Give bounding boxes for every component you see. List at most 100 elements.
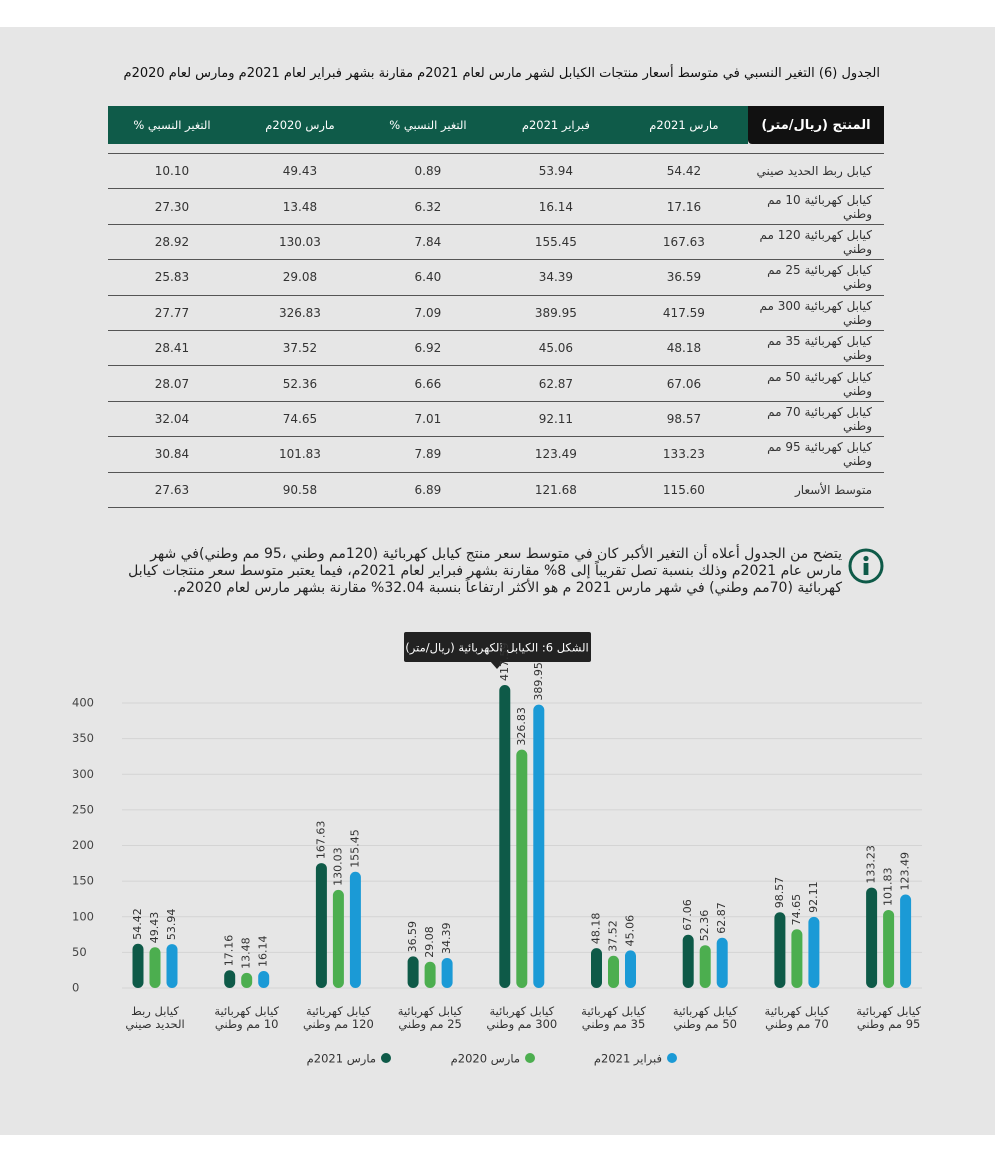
x-tick-label: كيابل كهربائية 35 مم وطني xyxy=(581,1005,646,1031)
y-tick-label: 250 xyxy=(72,802,94,816)
table-cell: 6.92 xyxy=(363,330,492,367)
value-label: 37.52 xyxy=(607,920,620,952)
x-tick-label-box: كيابل ربط الحديد صيني xyxy=(125,1005,184,1031)
table-cell: 115.60 xyxy=(619,472,748,508)
y-tick-label: 100 xyxy=(72,909,94,923)
table-title: الجدول (6) التغير النسبي في متوسط أسعار … xyxy=(123,66,881,81)
value-label: 92.11 xyxy=(807,881,820,913)
bar xyxy=(774,912,786,988)
bar xyxy=(224,970,236,988)
bar xyxy=(516,749,528,988)
bar xyxy=(424,961,436,988)
value-label: 167.63 xyxy=(314,821,327,860)
x-tick-label: كيابل كهربائية 120 مم وطني xyxy=(302,1005,374,1031)
value-label: 13.48 xyxy=(240,937,253,969)
x-tick-label-box: كيابل كهربائية 25 مم وطني xyxy=(397,1005,463,1031)
value-label: 29.08 xyxy=(423,926,436,958)
value-label: 101.83 xyxy=(882,867,895,906)
legend-label: مارس 2021م xyxy=(307,1052,376,1067)
table-row: كيابل ربط الحديد صيني 54.42 53.94 0.89 49.43… xyxy=(108,152,884,190)
table-cell: 92.11 xyxy=(491,401,620,438)
bar xyxy=(716,937,728,988)
bar xyxy=(258,971,270,988)
table-cell: 6.40 xyxy=(363,259,492,296)
table-row: متوسط الأسعار 115.60 121.68 6.89 90.58 27.63 xyxy=(108,472,884,508)
chart-title: الشكل 6: الكيابل الكهربائية (ريال/متر) xyxy=(405,641,588,656)
table-cell: 6.66 xyxy=(363,365,492,402)
header-cell: مارس 2021م xyxy=(619,106,748,144)
table-cell: 90.58 xyxy=(235,472,364,508)
table-cell: 10.10 xyxy=(108,152,236,190)
x-tick-label-box: كيابل كهربائية 10 مم وطني xyxy=(214,1005,279,1031)
bar xyxy=(808,916,820,988)
table-cell: 155.45 xyxy=(491,224,620,261)
legend-marker xyxy=(525,1053,535,1063)
value-label: 74.65 xyxy=(790,894,803,926)
info-icon xyxy=(848,548,884,584)
table-cell: 67.06 xyxy=(619,365,748,402)
legend-marker xyxy=(381,1053,391,1063)
bar xyxy=(407,956,419,988)
x-tick-label-box: كيابل كهربائية 50 مم وطني xyxy=(673,1005,738,1031)
table-cell: 6.32 xyxy=(363,188,492,225)
table-cell: 7.01 xyxy=(363,401,492,438)
table-row: كيابل كهربائية 120 مم وطني 167.63 155.45 7.… xyxy=(108,224,884,261)
y-tick-label: 0 xyxy=(72,981,79,995)
note-text: يتضح من الجدول أعلاه أن التغير الأكبر كا… xyxy=(128,546,842,596)
title-box xyxy=(404,632,591,662)
table-cell: كيابل كهربائية 10 مم وطني xyxy=(747,188,884,225)
table-cell: 6.89 xyxy=(363,472,492,508)
table-row: كيابل كهربائية 95 مم وطني 133.23 123.49 7.8… xyxy=(108,436,884,473)
bar xyxy=(533,704,545,988)
table-cell: كيابل كهربائية 35 مم وطني xyxy=(747,330,884,367)
table-cell: 13.48 xyxy=(235,188,364,225)
bar xyxy=(900,894,912,988)
table-cell: 37.52 xyxy=(235,330,364,367)
table-cell: 389.95 xyxy=(491,295,620,331)
table-row: كيابل كهربائية 300 مم وطني 417.59 389.95 7.… xyxy=(108,295,884,331)
table-cell: متوسط الأسعار xyxy=(747,472,884,508)
chart: الشكل 6: الكيابل الكهربائية (ريال/متر) 0… xyxy=(72,632,922,1067)
table-cell: 49.43 xyxy=(235,152,364,190)
table-cell: 30.84 xyxy=(108,436,236,473)
header-cell: فبراير 2021م xyxy=(491,106,620,144)
table-row: كيابل كهربائية 10 مم وطني 17.16 16.14 6.32 1… xyxy=(108,188,884,225)
value-label: 54.42 xyxy=(131,908,144,940)
y-tick-label: 200 xyxy=(72,838,94,852)
table-cell: 326.83 xyxy=(235,295,364,331)
bar xyxy=(682,934,694,988)
table-cell: كيابل كهربائية 95 مم وطني xyxy=(747,436,884,473)
bar xyxy=(349,871,361,988)
table-header: المنتج (ريال/متر) مارس 2021م فبراير 2021م ا… xyxy=(108,106,884,144)
bar xyxy=(699,945,711,988)
table-cell: 45.06 xyxy=(491,330,620,367)
table-cell: 123.49 xyxy=(491,436,620,473)
table-cell: 17.16 xyxy=(619,188,748,225)
table-cell: 27.63 xyxy=(108,472,236,508)
title-pointer xyxy=(490,661,504,669)
value-label: 155.45 xyxy=(348,829,361,868)
table-cell: 101.83 xyxy=(235,436,364,473)
table-row: كيابل كهربائية 25 مم وطني 36.59 34.39 6.40 2… xyxy=(108,259,884,296)
value-label: 417.59 xyxy=(498,642,511,681)
table-cell: 74.65 xyxy=(235,401,364,438)
x-tick-label: كيابل كهربائية 25 مم وطني xyxy=(397,1005,463,1031)
value-label: 34.39 xyxy=(440,922,453,954)
table-cell: 52.36 xyxy=(235,365,364,402)
x-tick-label-box: كيابل كهربائية 70 مم وطني xyxy=(765,1005,830,1031)
value-label: 52.36 xyxy=(698,910,711,942)
table-cell: 27.77 xyxy=(108,295,236,331)
table-row: كيابل كهربائية 50 مم وطني 67.06 62.87 6.66 5… xyxy=(108,365,884,402)
table-cell: 28.07 xyxy=(108,365,236,402)
x-tick-label-box: كيابل كهربائية 300 مم وطني xyxy=(486,1005,557,1031)
table-cell: 28.92 xyxy=(108,224,236,261)
table-cell: كيابل ربط الحديد صيني xyxy=(747,152,884,190)
value-label: 389.95 xyxy=(532,662,545,701)
x-tick-label-box: كيابل كهربائية 120 مم وطني xyxy=(302,1005,374,1031)
table-cell: كيابل كهربائية 120 مم وطني xyxy=(747,224,884,261)
legend-label: مارس 2020م xyxy=(451,1052,520,1067)
x-tick-label-box: كيابل كهربائية 95 مم وطني xyxy=(856,1005,921,1031)
bar xyxy=(791,929,803,988)
value-label: 48.18 xyxy=(590,913,603,945)
